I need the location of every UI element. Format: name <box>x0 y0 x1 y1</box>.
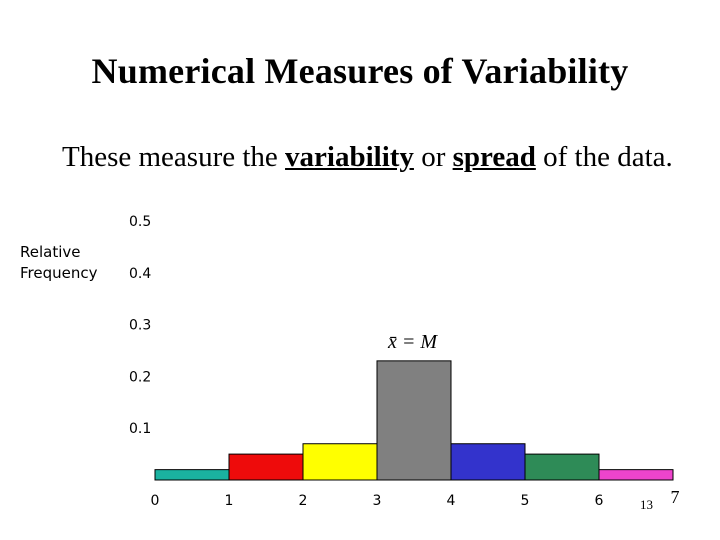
histogram-bar-6 <box>598 469 674 481</box>
histogram-bar-5 <box>524 453 600 481</box>
x-tick-label: 3 <box>373 493 382 509</box>
x-tick-label: 0 <box>151 493 160 509</box>
y-tick-label: 0.4 <box>129 266 151 282</box>
y-tick-label: 0.5 <box>129 214 151 230</box>
histogram-bar-2 <box>302 443 378 481</box>
x-tick-label: 4 <box>447 493 456 509</box>
histogram-bar-4 <box>450 443 526 481</box>
x-tick-label: 7 <box>671 487 680 507</box>
slide-subtitle: These measure the variability or spread … <box>62 138 682 176</box>
subtitle-text-2: or <box>413 141 453 173</box>
slide-title: Numerical Measures of Variability <box>91 51 629 91</box>
subtitle-text-1: These measure the <box>62 141 286 173</box>
histogram-bar-3 <box>376 360 452 481</box>
y-axis-label: Relative Frequency <box>20 243 98 282</box>
histogram-bar-0 <box>154 469 230 481</box>
x-tick-label: 6 <box>595 493 604 509</box>
x-tick-label: 1 <box>225 493 234 509</box>
x-tick-label: 5 <box>521 493 530 509</box>
y-tick-label: 0.2 <box>129 369 151 385</box>
y-tick-label: 0.1 <box>129 421 151 437</box>
y-tick-label: 0.3 <box>129 318 151 334</box>
page-number: 13 <box>640 497 653 512</box>
mean-median-annotation: x̄ = M <box>387 331 438 353</box>
histogram-bar-1 <box>228 453 304 481</box>
subtitle-variability: variability <box>285 141 414 173</box>
subtitle-spread: spread <box>452 141 536 173</box>
x-tick-label: 2 <box>299 493 308 509</box>
subtitle-text-3: of the data. <box>535 141 673 173</box>
